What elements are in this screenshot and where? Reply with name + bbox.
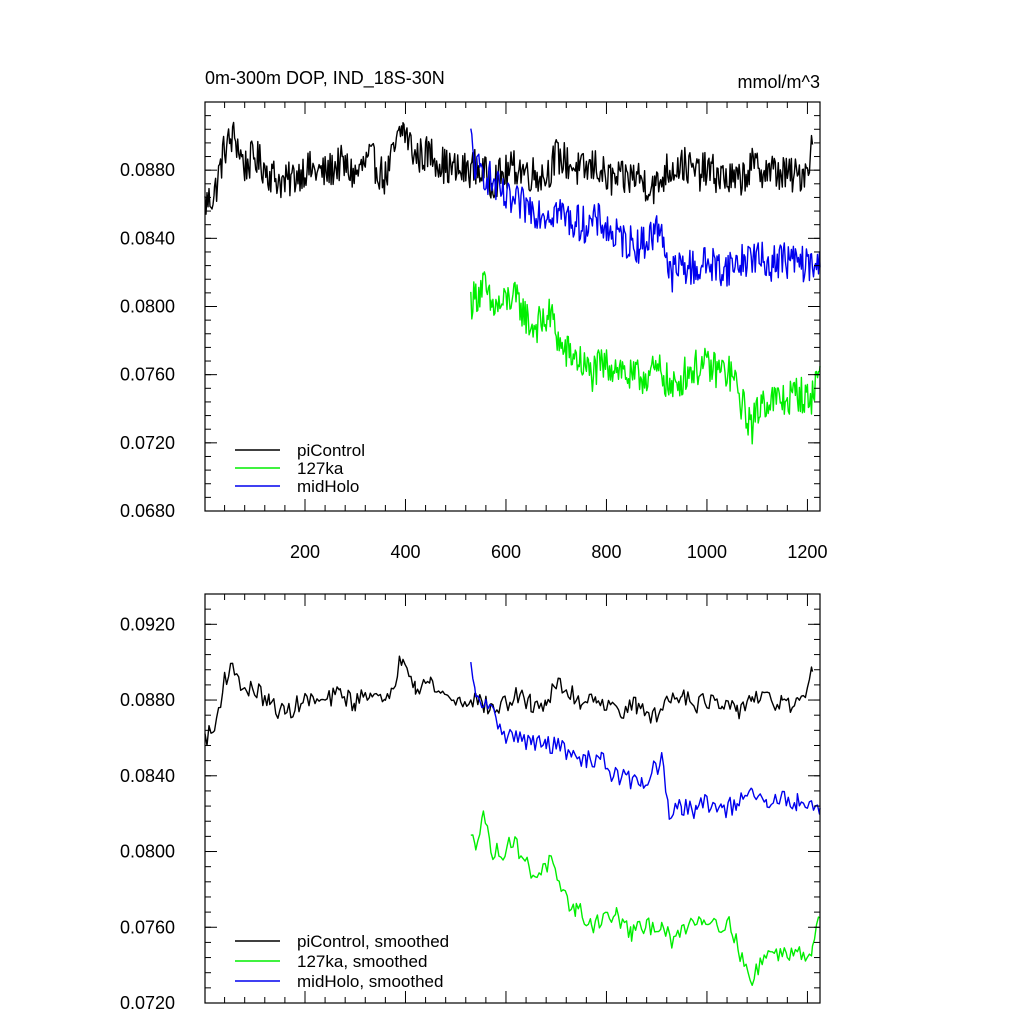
legend-label: piControl, smoothed: [297, 932, 449, 951]
y-tick-label: 0.0840: [120, 228, 175, 248]
series-group: [204, 655, 821, 986]
x-tick-label: 1200: [787, 542, 827, 562]
x-tick-label: 800: [591, 542, 621, 562]
units-label: mmol/m^3: [738, 72, 820, 92]
series-line-2: [470, 271, 821, 445]
axis-ticks: 0.0720 0.0760 0.0800 0.0840 0.0880 0.0920: [120, 593, 820, 1013]
bottom-panel: 0.0720 0.0760 0.0800 0.0840 0.0880 0.0920 piC…: [120, 593, 821, 1013]
y-tick-label: 0.0920: [120, 614, 175, 634]
y-tick-label: 0.0680: [120, 501, 175, 521]
plot-frame: [204, 593, 821, 1004]
y-tick-label: 0.0800: [120, 297, 175, 317]
series-line-1: [204, 655, 814, 747]
y-tick-label: 0.0760: [120, 365, 175, 385]
series-line-1: [204, 121, 814, 215]
legend-label: midHolo, smoothed: [297, 972, 443, 991]
x-tick-label: 400: [390, 542, 420, 562]
y-tick-label: 0.0880: [120, 690, 175, 710]
series-group: [204, 121, 821, 445]
axis-ticks: 200 400 600 800 1000 1200 0.0680 0.0720 0.0760 0.…: [120, 101, 827, 562]
top-panel: 0m-300m DOP, IND_18S-30N mmol/m^3 200 400…: [120, 68, 828, 562]
y-tick-label: 0.0800: [120, 842, 175, 862]
y-tick-label: 0.0880: [120, 160, 175, 180]
series-line-3: [470, 662, 821, 820]
y-tick-label: 0.0720: [120, 433, 175, 453]
series-line-3: [470, 128, 821, 293]
y-tick-label: 0.0840: [120, 766, 175, 786]
chart-title: 0m-300m DOP, IND_18S-30N: [205, 68, 445, 89]
x-tick-label: 200: [290, 542, 320, 562]
legend-label: 127ka, smoothed: [297, 952, 427, 971]
y-tick-label: 0.0760: [120, 917, 175, 937]
x-tick-label: 600: [491, 542, 521, 562]
legend-label: 127ka: [297, 459, 344, 478]
legend-label: piControl: [297, 441, 365, 460]
x-tick-label: 1000: [687, 542, 727, 562]
legend-label: midHolo: [297, 477, 359, 496]
series-line-2: [470, 810, 821, 986]
y-tick-label: 0.0720: [120, 993, 175, 1013]
